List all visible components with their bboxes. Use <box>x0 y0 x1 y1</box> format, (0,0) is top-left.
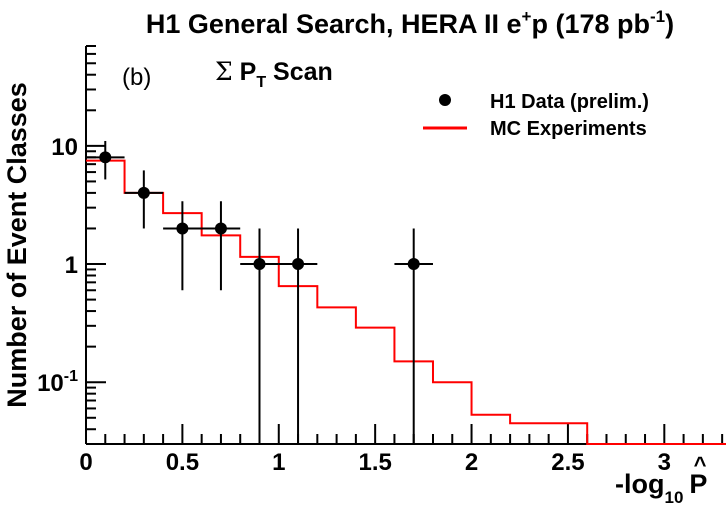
x-axis-label-hat: ^ <box>694 452 707 477</box>
chart-subtitle: Σ PT Scan <box>215 57 333 91</box>
y-axis-ticks: 10 1 10-1 <box>37 45 106 445</box>
x-axis-label-sub: 10 <box>664 488 683 507</box>
panel-label: (b) <box>122 64 151 91</box>
data-point <box>137 186 150 199</box>
y-axis-label: Number of Event Classes <box>2 82 32 408</box>
legend: H1 Data (prelim.) MC Experiments <box>423 91 649 140</box>
x-axis-label-main: -log <box>615 469 664 499</box>
data-point <box>253 258 266 271</box>
chart-title: H1 General Search, HERA II e+p (178 pb-1… <box>146 7 674 39</box>
data-point <box>292 258 305 271</box>
x-tick-label: 1 <box>272 449 285 476</box>
chart-title-mid: p (178 pb <box>531 9 650 39</box>
x-tick-label: 1.5 <box>358 449 391 476</box>
chart-title-post: ) <box>665 9 674 39</box>
subtitle-sub: T <box>256 74 266 91</box>
subtitle-rest: Scan <box>266 58 333 86</box>
x-tick-label: 0 <box>79 449 92 476</box>
x-tick-label: 0.5 <box>166 449 199 476</box>
y-tick-label: 10 <box>51 134 78 161</box>
data-point <box>214 222 227 235</box>
x-axis-ticks: 0 0.5 1 1.5 2 2.5 3 <box>79 424 724 476</box>
mc-series <box>86 159 726 445</box>
x-tick-label: 2.5 <box>551 449 584 476</box>
legend-label-mc: MC Experiments <box>490 118 647 140</box>
chart-title-pre: H1 General Search, HERA II e <box>146 9 522 39</box>
subtitle-p: P <box>240 58 257 86</box>
data-point <box>99 151 112 164</box>
data-point <box>176 222 189 235</box>
data-point <box>407 258 420 271</box>
x-tick-label: 2 <box>465 449 478 476</box>
legend-label-data: H1 Data (prelim.) <box>490 91 649 113</box>
legend-marker-data <box>439 94 451 106</box>
y-tick-label: 1 <box>65 252 78 279</box>
data-series <box>86 140 433 444</box>
x-axis-label-p: P <box>689 469 707 499</box>
y-tick-label: 10-1 <box>37 368 78 397</box>
chart-title-sup2: -1 <box>650 7 665 26</box>
x-axis-label: -log10 P <box>615 469 707 507</box>
x-tick-label: 3 <box>658 449 671 476</box>
mc-step-line <box>86 159 726 445</box>
chart-title-sup1: + <box>522 7 532 26</box>
subtitle-sigma: Σ <box>215 57 233 86</box>
